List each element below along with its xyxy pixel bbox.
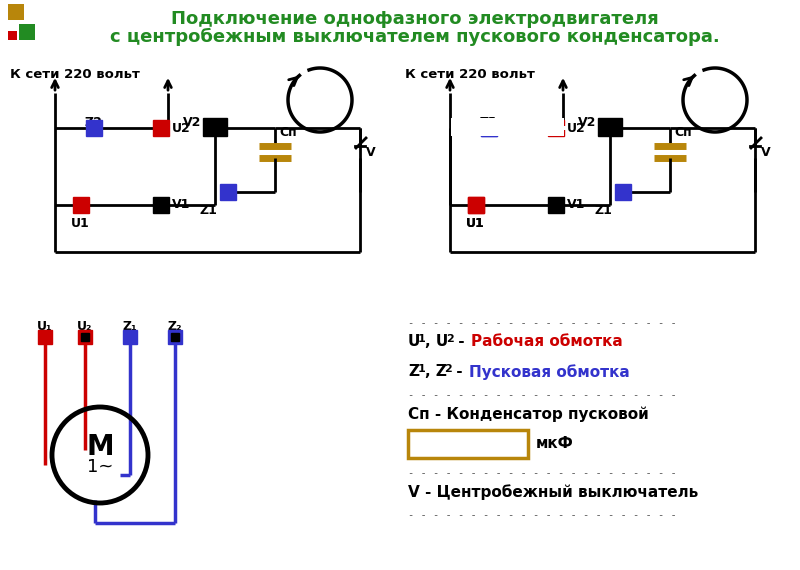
Text: Z: Z	[408, 364, 419, 379]
Bar	[451, 118, 564, 136]
Text: V2: V2	[578, 116, 596, 129]
Text: Сп: Сп	[674, 126, 692, 139]
Text: U2: U2	[567, 121, 586, 135]
Text: , Z: , Z	[425, 364, 447, 379]
Bar	[468, 197, 484, 213]
Text: К сети 220 вольт: К сети 220 вольт	[10, 68, 140, 81]
Bar	[479, 126, 566, 130]
Bar	[73, 197, 89, 213]
Bar	[86, 120, 102, 136]
Text: 1~: 1~	[87, 458, 113, 476]
Text: мкФ: мкФ	[536, 437, 574, 451]
Text: К сети 220 вольт: К сети 220 вольт	[405, 68, 535, 81]
Text: Z₂: Z₂	[168, 320, 182, 333]
Text: U2: U2	[172, 121, 190, 135]
Bar	[153, 120, 169, 136]
Text: -: -	[451, 364, 468, 379]
Text: - - - - - - - - - - - - - - - - - - - - - -: - - - - - - - - - - - - - - - - - - - - …	[408, 318, 683, 328]
Text: U: U	[408, 334, 420, 349]
Bar	[408, 430, 528, 458]
Text: 2: 2	[446, 334, 454, 344]
Bar	[168, 330, 182, 344]
Text: V1: V1	[567, 198, 586, 211]
Text: 1: 1	[418, 334, 426, 344]
Text: Z1: Z1	[594, 204, 612, 217]
Text: Z2: Z2	[479, 116, 497, 129]
Bar	[481, 120, 497, 136]
Text: V: V	[761, 145, 770, 158]
Bar	[153, 197, 169, 213]
Text: - - - - - - - - - - - - - - - - - - - - - -: - - - - - - - - - - - - - - - - - - - - …	[408, 390, 683, 400]
Bar	[548, 120, 564, 136]
Text: Z2: Z2	[479, 116, 497, 129]
Bar	[598, 118, 622, 136]
Text: Пусковая обмотка: Пусковая обмотка	[469, 364, 630, 380]
Bar	[19, 24, 35, 40]
Bar	[468, 197, 484, 213]
Bar	[8, 4, 24, 20]
Text: U₁: U₁	[38, 320, 53, 333]
Bar	[123, 330, 137, 344]
Bar	[481, 120, 497, 136]
Text: Сп - Конденсатор пусковой: Сп - Конденсатор пусковой	[408, 406, 649, 421]
Bar	[38, 330, 52, 344]
Text: Рабочая обмотка: Рабочая обмотка	[471, 334, 622, 349]
Text: - - - - - - - - - - - - - - - - - - - - - -: - - - - - - - - - - - - - - - - - - - - …	[408, 510, 683, 520]
Bar	[203, 118, 227, 136]
Text: V - Центробежный выключатель: V - Центробежный выключатель	[408, 484, 698, 500]
Text: U₂: U₂	[78, 320, 93, 333]
Bar	[8, 31, 17, 40]
Text: 1: 1	[418, 364, 426, 374]
Text: V1: V1	[172, 198, 190, 211]
Text: - - - - - - - - - - - - - - - - - - - - - -: - - - - - - - - - - - - - - - - - - - - …	[408, 468, 683, 478]
Bar	[615, 184, 631, 200]
Text: 2: 2	[444, 364, 452, 374]
Text: Z2: Z2	[84, 116, 102, 129]
Bar	[548, 197, 564, 213]
Bar	[78, 330, 92, 344]
Text: M: M	[86, 433, 114, 461]
Text: V: V	[366, 145, 376, 158]
Text: Сп: Сп	[279, 126, 297, 139]
Text: Z₁: Z₁	[122, 320, 138, 333]
Text: U1: U1	[70, 217, 90, 230]
Text: -: -	[453, 334, 470, 349]
Text: с центробежным выключателем пускового конденсатора.: с центробежным выключателем пускового ко…	[110, 28, 720, 46]
Text: U1: U1	[466, 217, 484, 230]
Text: U1: U1	[466, 217, 484, 230]
Bar	[81, 333, 89, 341]
Bar	[220, 184, 236, 200]
Text: , U: , U	[425, 334, 448, 349]
Text: Z1: Z1	[199, 204, 217, 217]
Bar	[171, 333, 179, 341]
Text: Подключение однофазного электродвигателя: Подключение однофазного электродвигателя	[171, 10, 659, 28]
Text: V2: V2	[182, 116, 201, 129]
